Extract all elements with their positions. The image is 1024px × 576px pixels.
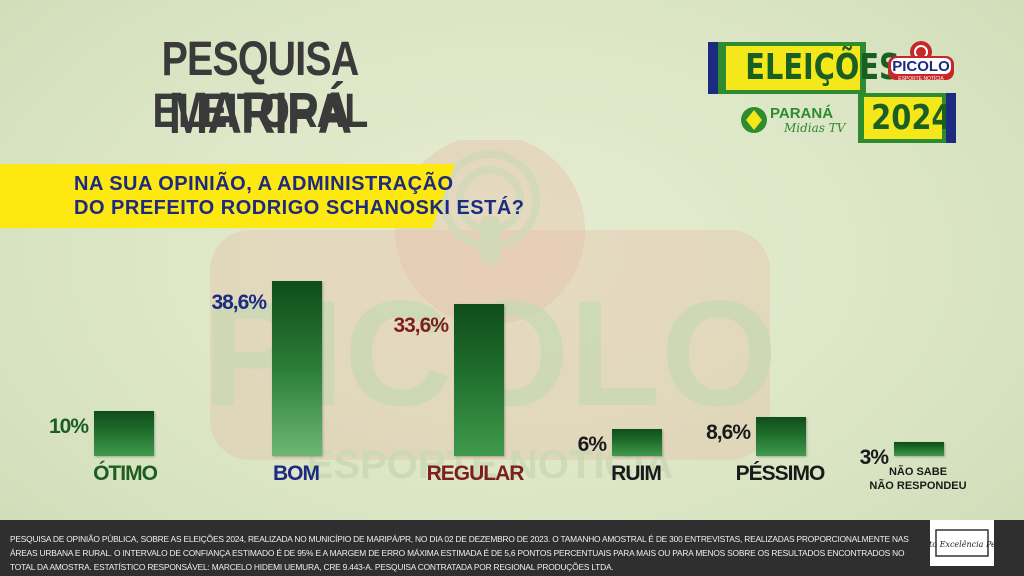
category-label-line: RUIM	[611, 462, 662, 485]
question-text: NA SUA OPINIÃO, A ADMINISTRAÇÃO DO PREFE…	[74, 172, 525, 220]
methodology-note: PESQUISA DE OPINIÃO PÚBLICA, SOBRE AS EL…	[10, 534, 909, 572]
bar-2	[272, 281, 322, 456]
category-label-line: BOM	[273, 462, 320, 485]
category-label-2: BOM	[236, 462, 356, 486]
value-label-5: 8,6%	[706, 421, 751, 444]
parana-sub: Midias TV	[783, 121, 847, 135]
bar-1	[94, 410, 154, 456]
category-label-line: NÃO SABE	[888, 466, 948, 478]
value-label-4: 6%	[577, 432, 607, 456]
bar-3	[454, 303, 504, 456]
picolo-logo-sub: ESPORTE NOTÍCIA	[898, 75, 944, 82]
category-label-4: RUIM	[576, 462, 696, 486]
page-title-line2: MARIPÁ	[168, 81, 353, 146]
parana-text: PARANÁ	[770, 105, 833, 122]
category-label-line: REGULAR	[426, 462, 525, 485]
value-label-2: 38,6%	[211, 291, 267, 314]
logo-eleicoes: ELEIÇÕES	[726, 46, 900, 90]
logo-accent-right	[946, 93, 956, 143]
question-line2: DO PREFEITO RODRIGO SCHANOSKI ESTÁ?	[74, 197, 525, 219]
category-label-5: PÉSSIMO	[720, 462, 840, 486]
category-label-line: ÓTIMO	[93, 462, 158, 485]
category-label-3: REGULAR	[415, 462, 535, 486]
question-banner	[0, 164, 455, 228]
logo-year: 2024	[864, 97, 952, 139]
logo-accent-left	[708, 42, 718, 94]
institute-logo: Instituto Excelência Pesquisa	[930, 520, 994, 566]
category-label-6: NÃO SABE NÃO RESPONDEU	[858, 465, 978, 493]
value-label-6: 3%	[859, 446, 889, 469]
page-title-line1: PESQUISA ELEITORAL	[152, 33, 369, 138]
logo-year-text: 2024	[871, 98, 952, 138]
picolo-logo-text: PICOLO	[892, 58, 950, 75]
category-label-line: PÉSSIMO	[735, 462, 826, 485]
bar-6	[894, 442, 944, 456]
question-line1: NA SUA OPINIÃO, A ADMINISTRAÇÃO	[74, 173, 454, 195]
category-label-1: ÓTIMO	[65, 462, 185, 486]
category-label-line: NÃO RESPONDEU	[869, 480, 967, 492]
footer-bar	[0, 520, 1024, 576]
picolo-logo: PICOLO ESPORTE NOTÍCIA	[888, 41, 954, 82]
bar-5	[756, 417, 806, 456]
value-label-3: 33,6%	[393, 313, 449, 337]
bar-4	[612, 428, 662, 456]
parana-midias-logo: PARANÁ Midias TV	[741, 105, 847, 135]
logo-eleicoes-text: ELEIÇÕES	[745, 47, 900, 88]
value-label-1: 10%	[48, 414, 89, 438]
institute-logo-text: Instituto Excelência Pesquisa	[930, 540, 994, 549]
